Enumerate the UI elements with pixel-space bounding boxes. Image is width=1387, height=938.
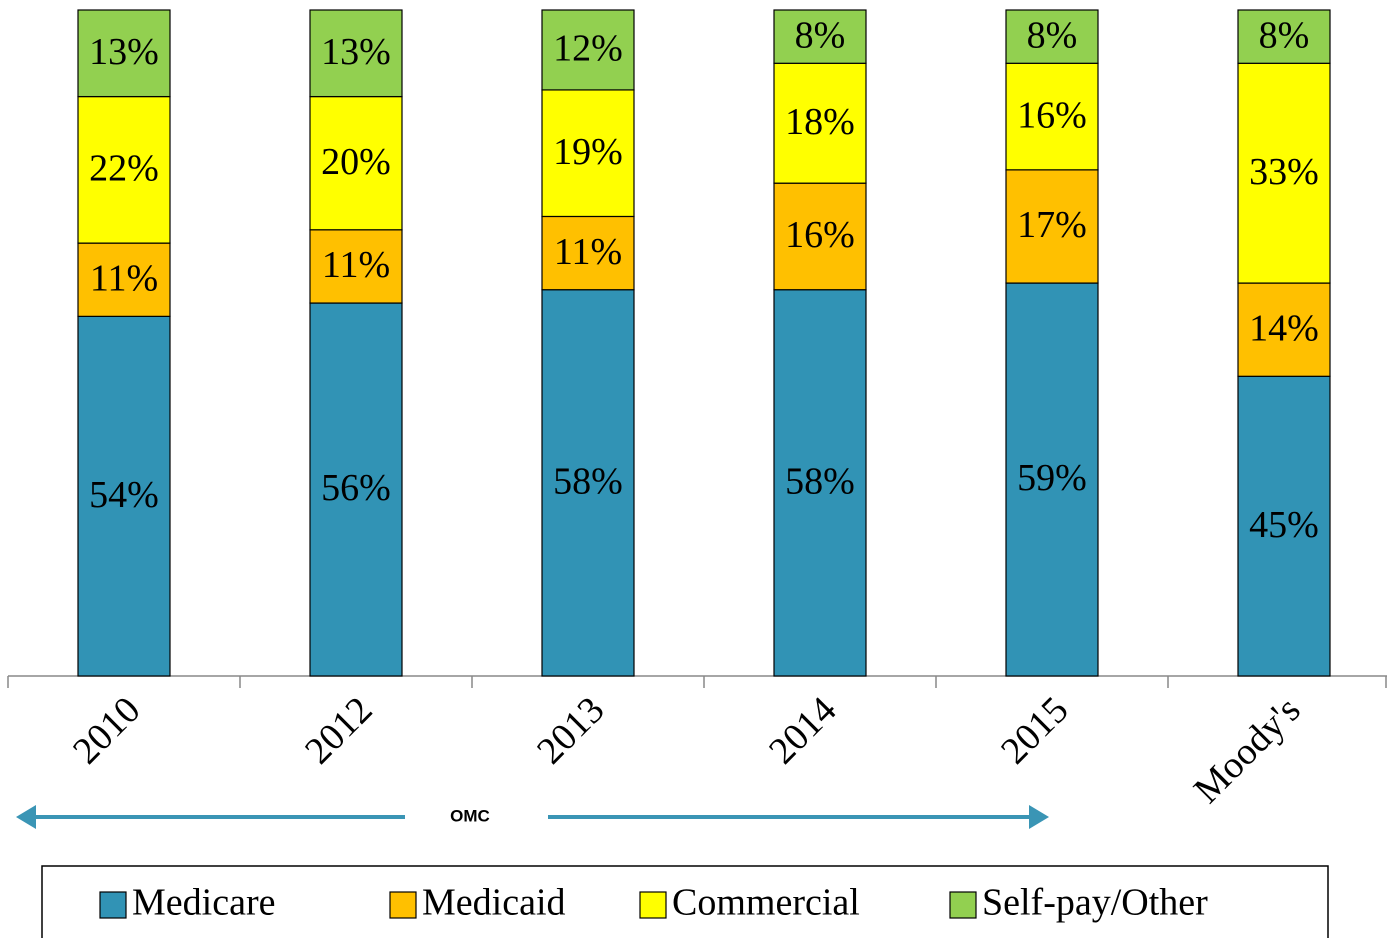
legend-label: Medicaid	[422, 882, 566, 924]
data-label: 22%	[89, 148, 159, 190]
data-label: 17%	[1017, 204, 1087, 246]
bar-segment	[1237, 62, 1331, 284]
bar-segment	[773, 62, 867, 184]
data-label: 8%	[1259, 14, 1310, 56]
bar-segment	[1005, 282, 1099, 677]
data-label: 45%	[1249, 504, 1319, 546]
data-label: 18%	[785, 101, 855, 143]
data-label: 13%	[321, 31, 391, 73]
x-tick-label: 2013	[529, 689, 612, 772]
legend-swatch	[389, 891, 417, 919]
x-tick-label: 2010	[65, 689, 148, 772]
bar-segment	[77, 242, 171, 317]
bar-segment	[773, 182, 867, 291]
data-label: 8%	[1027, 14, 1078, 56]
bar-segment	[541, 215, 635, 291]
legend-swatch	[639, 891, 667, 919]
bar-segment	[541, 9, 635, 91]
bar-segment	[1005, 62, 1099, 171]
x-tick-label: 2012	[297, 689, 380, 772]
legend-swatch	[99, 891, 127, 919]
bar-segment	[1237, 375, 1331, 677]
legend-box	[41, 865, 1329, 938]
bar-segment	[309, 229, 403, 304]
bar-segment	[77, 315, 171, 677]
data-label: 54%	[89, 474, 159, 516]
annotation: OMC	[450, 806, 490, 825]
data-label: 20%	[321, 141, 391, 183]
data-label: 19%	[553, 131, 623, 173]
data-label: 11%	[554, 231, 622, 273]
data-label: 14%	[1249, 307, 1319, 349]
data-label: 58%	[553, 461, 623, 503]
legend-label: Self-pay/Other	[982, 882, 1208, 924]
x-tick-label: 2014	[761, 689, 844, 772]
data-label: 58%	[785, 461, 855, 503]
bar-segment	[773, 9, 867, 64]
data-label: 13%	[89, 31, 159, 73]
data-label: 33%	[1249, 151, 1319, 193]
data-label: 11%	[90, 257, 158, 299]
bar-segment	[1005, 9, 1099, 64]
x-tick-label: Moody's	[1186, 689, 1309, 812]
legend-swatch	[949, 891, 977, 919]
data-label: 59%	[1017, 457, 1087, 499]
bar-segment	[1237, 9, 1331, 64]
legend-label: Medicare	[132, 882, 275, 924]
bar-segment	[309, 95, 403, 231]
data-label: 16%	[785, 214, 855, 256]
bar-segment	[1005, 169, 1099, 284]
bar-segment	[309, 302, 403, 677]
data-label: 16%	[1017, 94, 1087, 136]
bar-segment	[773, 289, 867, 677]
data-label: 56%	[321, 467, 391, 509]
x-tick-label: 2015	[993, 689, 1076, 772]
data-label: 8%	[795, 14, 846, 56]
bar-segment	[541, 289, 635, 677]
legend-label: Commercial	[672, 882, 860, 924]
bar-segment	[309, 9, 403, 98]
bar-segment	[541, 89, 635, 218]
data-label: 12%	[553, 28, 623, 70]
bar-segment	[77, 95, 171, 244]
data-label: 11%	[322, 244, 390, 286]
bar-segment	[77, 9, 171, 98]
